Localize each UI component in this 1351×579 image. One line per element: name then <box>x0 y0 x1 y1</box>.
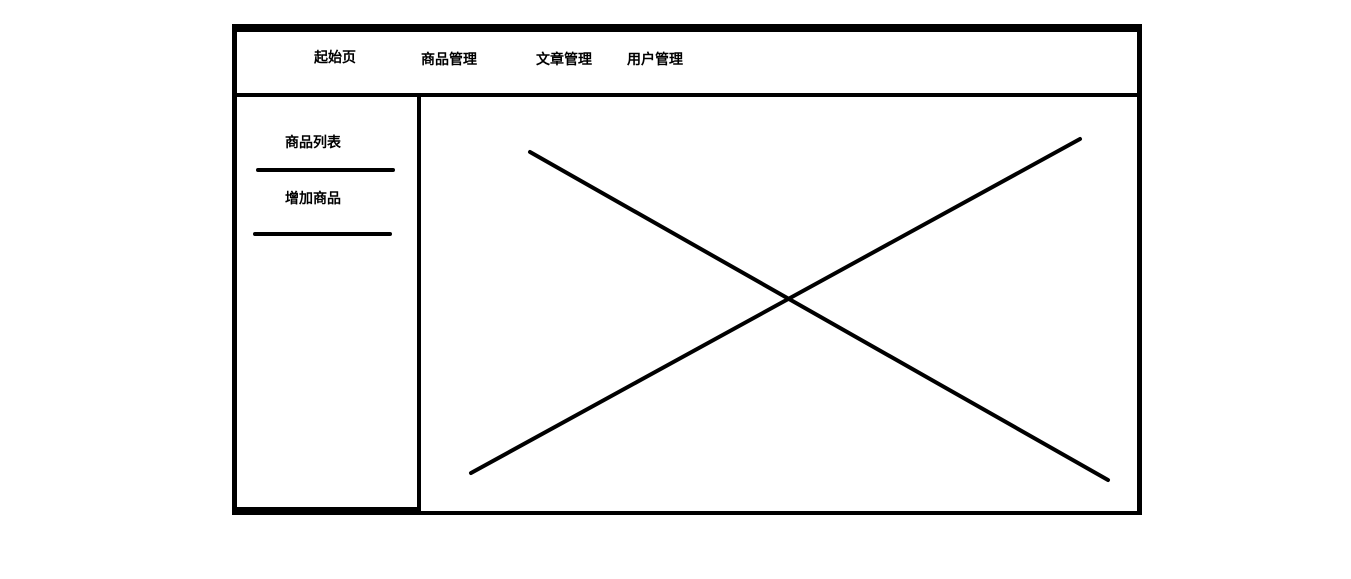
nav-item-user-management[interactable]: 用户管理 <box>627 52 683 68</box>
cross-line-descending <box>528 150 1110 482</box>
sidebar: 商品列表 增加商品 <box>237 97 421 512</box>
main-content-area <box>421 97 1137 511</box>
nav-item-product-management[interactable]: 商品管理 <box>421 52 477 68</box>
sidebar-item-product-list[interactable]: 商品列表 <box>285 135 341 151</box>
sidebar-item-divider <box>253 232 392 236</box>
wireframe-frame: 起始页 商品管理 文章管理 用户管理 商品列表 增加商品 <box>232 24 1142 515</box>
nav-item-home[interactable]: 起始页 <box>314 50 356 66</box>
top-nav-bar: 起始页 商品管理 文章管理 用户管理 <box>237 32 1137 97</box>
sidebar-item-divider <box>256 168 395 172</box>
image-placeholder-cross-icon <box>469 137 1110 482</box>
cross-line-ascending <box>469 137 1082 475</box>
sidebar-item-add-product[interactable]: 增加商品 <box>285 191 341 207</box>
nav-item-article-management[interactable]: 文章管理 <box>536 52 592 68</box>
